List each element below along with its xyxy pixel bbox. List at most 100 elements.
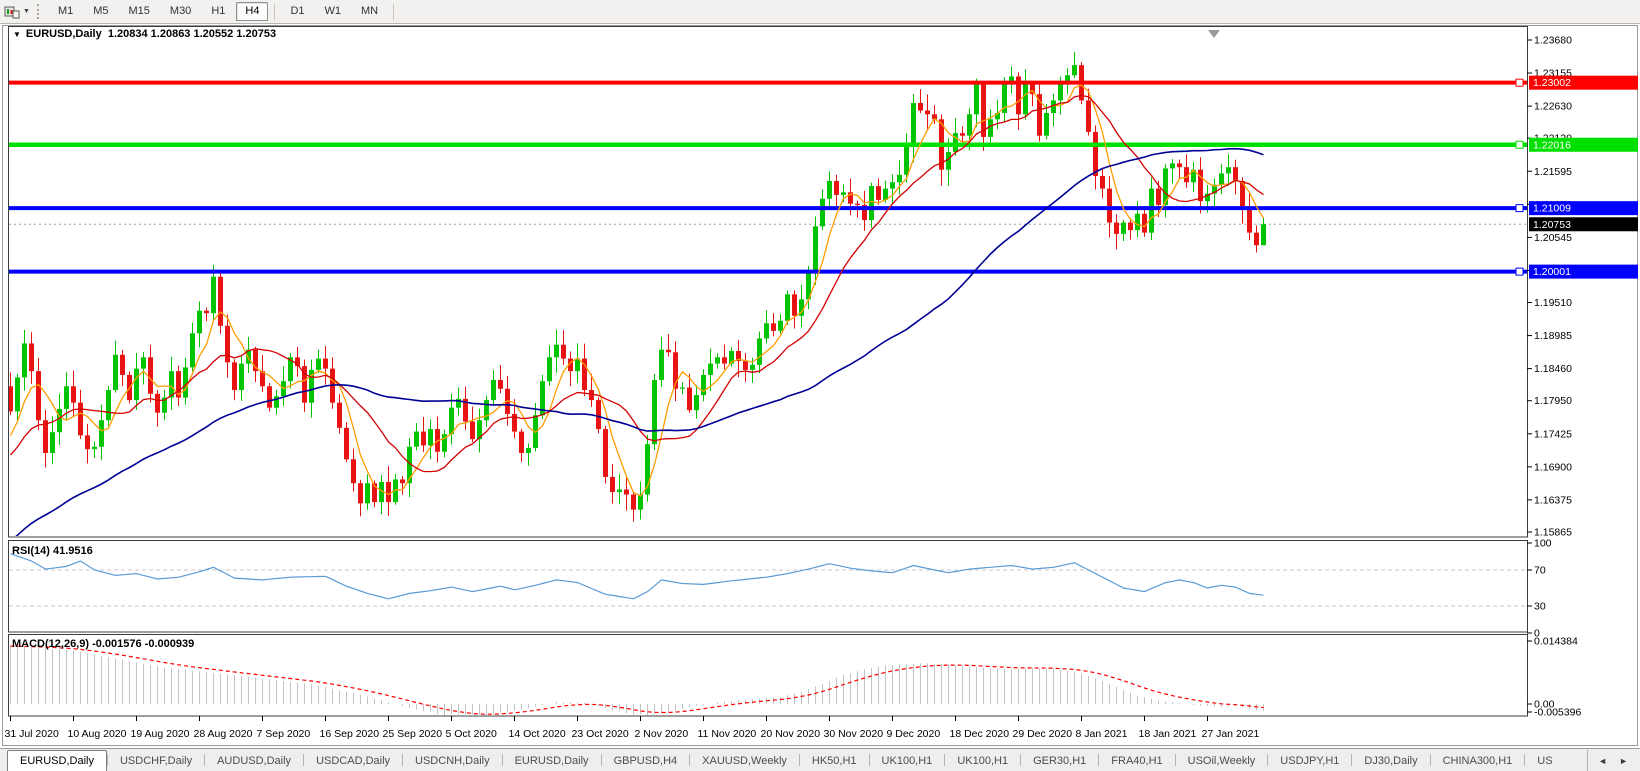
timeframe-button-h4[interactable]: H4 xyxy=(236,2,269,21)
tab-divider xyxy=(1351,754,1353,766)
level-line-handle[interactable] xyxy=(1515,140,1524,149)
symbol-dropdown-caret[interactable]: ▼ xyxy=(13,30,21,39)
tab-hk50-h1[interactable]: HK50,H1 xyxy=(811,755,857,767)
chart-type-dropdown-caret[interactable]: ▼ xyxy=(23,8,30,15)
candle-body xyxy=(386,481,391,503)
tab-scroll-arrows: ◄ ► xyxy=(1587,750,1640,771)
candle-body xyxy=(421,431,426,446)
tab-gbpusd-h4[interactable]: GBPUSD,H4 xyxy=(613,755,678,767)
candle-body xyxy=(1149,188,1154,233)
candle-body xyxy=(519,431,524,453)
candle-body xyxy=(988,119,993,137)
tab-divider xyxy=(600,754,602,766)
tab-dj30-daily[interactable]: DJ30,Daily xyxy=(1364,755,1418,767)
tab-divider xyxy=(798,754,800,766)
candle-body xyxy=(764,323,769,339)
tab-eurusd-daily[interactable]: EURUSD,Daily xyxy=(7,750,107,771)
macd-indicator-label: MACD(12,26,9) -0.001576 -0.000939 xyxy=(12,638,195,650)
candle-body xyxy=(197,310,202,334)
tab-divider xyxy=(402,754,404,766)
tab-fra40-h1[interactable]: FRA40,H1 xyxy=(1111,755,1163,767)
tab-xauusd-weekly[interactable]: XAUUSD,Weekly xyxy=(702,755,787,767)
candle-body xyxy=(1093,131,1098,176)
candle-body xyxy=(1016,76,1021,115)
candle-body xyxy=(526,447,531,453)
candle-body xyxy=(680,387,685,389)
timeframe-button-m30[interactable]: M30 xyxy=(169,5,192,17)
candle-body xyxy=(687,387,692,411)
candle-body xyxy=(1240,181,1245,208)
candle-body xyxy=(204,310,209,314)
candle-body xyxy=(414,431,419,447)
svg-text:1.18460: 1.18460 xyxy=(1534,363,1572,375)
svg-text:70: 70 xyxy=(1534,565,1546,577)
level-line-handle[interactable] xyxy=(1515,78,1524,87)
timeframe-button-h1[interactable]: H1 xyxy=(211,5,226,17)
tab-scroll-right-icon[interactable]: ► xyxy=(1619,755,1628,766)
svg-text:0.00: 0.00 xyxy=(1534,699,1555,711)
candle-body xyxy=(183,367,188,398)
chart-windows-icon[interactable] xyxy=(4,5,20,19)
candle-body xyxy=(484,400,489,421)
tab-usdchf-daily[interactable]: USDCHF,Daily xyxy=(119,755,193,767)
tab-ger30-h1[interactable]: GER30,H1 xyxy=(1033,755,1087,767)
candle-body xyxy=(568,358,573,372)
candle-body xyxy=(351,459,356,484)
chart-title: ▼ EURUSD,Daily 1.20834 1.20863 1.20552 1.… xyxy=(13,28,276,40)
timeframe-button-m5[interactable]: M5 xyxy=(93,5,109,17)
timeframe-button-m15[interactable]: M15 xyxy=(128,5,150,17)
candle-body xyxy=(722,357,727,364)
timeframe-button-m1[interactable]: M1 xyxy=(57,5,74,17)
tab-audusd-daily[interactable]: AUDUSD,Daily xyxy=(217,755,292,767)
candle-body xyxy=(967,114,972,136)
svg-text:1.18985: 1.18985 xyxy=(1534,330,1572,342)
candle-body xyxy=(876,186,881,200)
current-price-label xyxy=(1529,217,1638,232)
toolbar-grip-handle[interactable] xyxy=(36,4,41,19)
tab-uk100-h1[interactable]: UK100,H1 xyxy=(881,755,933,767)
tab-usoil-weekly[interactable]: USOil,Weekly xyxy=(1187,755,1256,767)
candle-body xyxy=(1247,207,1252,233)
candle-body xyxy=(232,362,237,391)
candle-body xyxy=(1107,188,1112,223)
svg-text:1.19510: 1.19510 xyxy=(1534,297,1572,309)
level-line-handle[interactable] xyxy=(1515,267,1524,276)
tab-usdjpy-h1[interactable]: USDJPY,H1 xyxy=(1280,755,1340,767)
tab-scroll-left-icon[interactable]: ◄ xyxy=(1598,755,1608,766)
candle-body xyxy=(491,379,496,401)
candle-body xyxy=(1065,75,1070,85)
chart-shift-marker[interactable] xyxy=(1208,30,1220,38)
candle-body xyxy=(645,444,650,495)
timeframe-button-w1[interactable]: W1 xyxy=(324,5,342,17)
tab-us[interactable]: US xyxy=(1537,755,1553,767)
timeframe-button-mn[interactable]: MN xyxy=(361,5,379,17)
level-line-handle[interactable] xyxy=(1515,204,1524,213)
candle-body xyxy=(757,338,762,365)
candle-body xyxy=(57,408,62,433)
tab-usdcad-daily[interactable]: USDCAD,Daily xyxy=(316,755,391,767)
candle-body xyxy=(225,325,230,363)
candle-body xyxy=(708,363,713,375)
candle-body xyxy=(974,84,979,115)
tab-uk100-h1[interactable]: UK100,H1 xyxy=(957,755,1009,767)
candle-body xyxy=(827,181,832,199)
candle-body xyxy=(1023,84,1028,115)
candle-body xyxy=(638,494,643,510)
rsi-line xyxy=(10,553,1264,600)
candle-body xyxy=(841,192,846,195)
candlestick-series xyxy=(9,51,1266,522)
timeframe-button-d1[interactable]: D1 xyxy=(290,5,305,17)
tab-eurusd-daily[interactable]: EURUSD,Daily xyxy=(514,755,589,767)
candle-body xyxy=(71,386,76,403)
candle-body xyxy=(442,434,447,452)
candle-body xyxy=(274,396,279,408)
candle-body xyxy=(729,351,734,364)
tab-usdcnh-daily[interactable]: USDCNH,Daily xyxy=(415,755,490,767)
tab-china300-h1[interactable]: CHINA300,H1 xyxy=(1442,755,1513,767)
candle-body xyxy=(1072,65,1077,76)
candle-body xyxy=(470,421,475,440)
candle-body xyxy=(1044,113,1049,136)
candle-body xyxy=(372,483,377,503)
candle-body xyxy=(855,203,860,205)
